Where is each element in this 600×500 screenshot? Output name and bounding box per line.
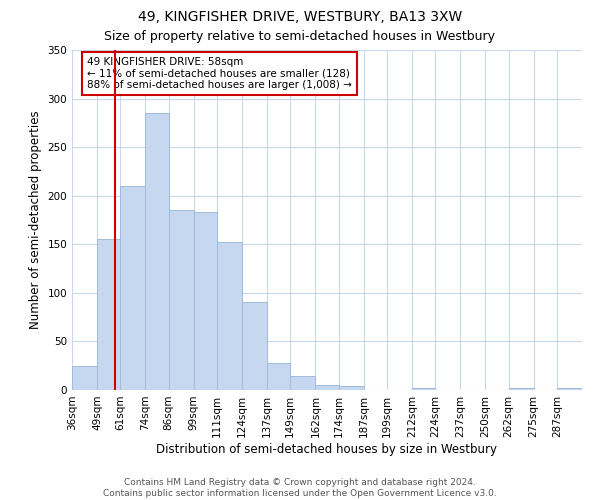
Text: Contains HM Land Registry data © Crown copyright and database right 2024.
Contai: Contains HM Land Registry data © Crown c… <box>103 478 497 498</box>
Text: 49 KINGFISHER DRIVE: 58sqm
← 11% of semi-detached houses are smaller (128)
88% o: 49 KINGFISHER DRIVE: 58sqm ← 11% of semi… <box>88 57 352 90</box>
Bar <box>242 302 267 390</box>
Bar <box>290 376 316 390</box>
Bar <box>194 212 217 390</box>
Bar <box>316 385 338 390</box>
X-axis label: Distribution of semi-detached houses by size in Westbury: Distribution of semi-detached houses by … <box>157 442 497 456</box>
Bar <box>267 363 290 390</box>
Bar <box>97 240 120 390</box>
Bar <box>120 186 145 390</box>
Bar <box>338 386 364 390</box>
Bar <box>72 366 97 390</box>
Bar <box>217 242 242 390</box>
Bar <box>169 210 194 390</box>
Y-axis label: Number of semi-detached properties: Number of semi-detached properties <box>29 110 42 330</box>
Bar <box>509 388 534 390</box>
Bar <box>412 388 435 390</box>
Bar <box>557 388 582 390</box>
Text: 49, KINGFISHER DRIVE, WESTBURY, BA13 3XW: 49, KINGFISHER DRIVE, WESTBURY, BA13 3XW <box>138 10 462 24</box>
Bar <box>145 113 169 390</box>
Text: Size of property relative to semi-detached houses in Westbury: Size of property relative to semi-detach… <box>104 30 496 43</box>
